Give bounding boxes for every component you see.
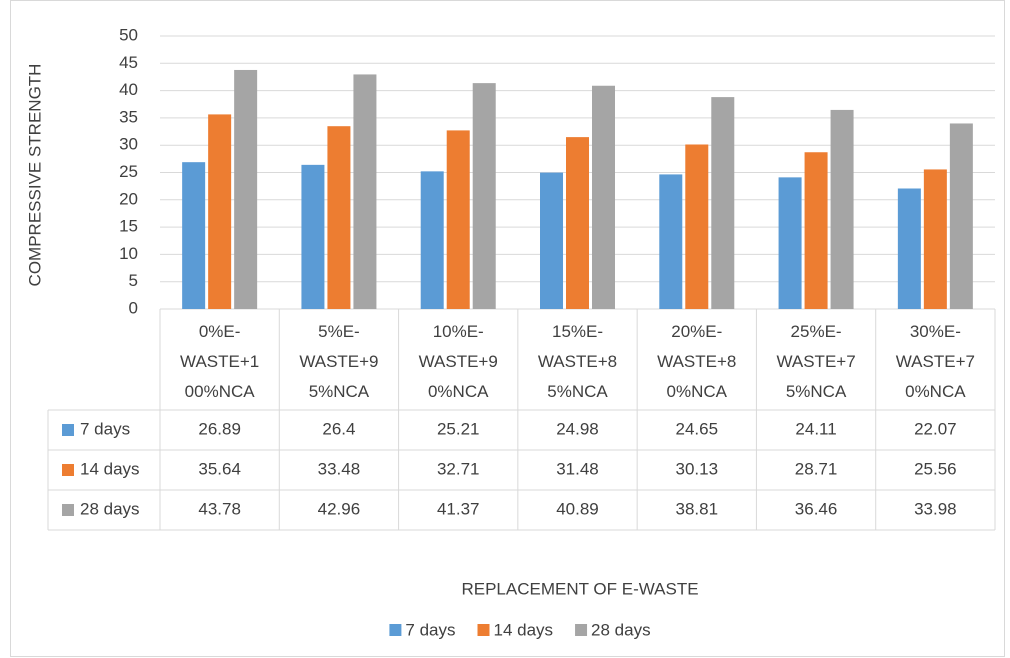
table-cell: 24.65 [676,419,719,438]
bar [540,172,563,309]
legend-label: 14 days [494,620,554,639]
table-cell: 31.48 [556,459,599,478]
bar [446,130,470,309]
table-cell: 33.48 [318,459,361,478]
bar [897,188,921,309]
x-tick-label: 5%E-WASTE+9 5%NCA [299,322,378,401]
chart-frame [10,0,1005,657]
legend-key [575,624,588,636]
y-tick-label: 15 [119,217,138,236]
table-cell: 40.89 [556,499,599,518]
table-cell: 43.78 [198,499,241,518]
bar [711,97,735,309]
y-tick-label: 10 [119,244,138,263]
y-tick-label: 50 [119,25,138,44]
y-tick-label: 25 [119,162,138,181]
table-cell: 38.81 [676,499,719,518]
y-tick-label: 35 [119,107,138,126]
legend-label: 7 days [405,620,455,639]
bar [472,83,496,309]
table-cell: 26.89 [198,419,241,438]
bar [353,74,377,309]
table-cell: 32.71 [437,459,480,478]
table-cell: 41.37 [437,499,480,518]
table-cell: 25.21 [437,419,480,438]
legend-label: 14 days [80,459,140,478]
x-tick-label: 0%E-WASTE+1 00%NCA [180,322,259,401]
legend-label: 28 days [591,620,651,639]
legend-label: 28 days [80,499,140,518]
bar [208,114,232,309]
y-tick-label: 5 [129,271,138,290]
table-cell: 24.11 [795,419,836,438]
x-tick-label: 20%E-WASTE+8 0%NCA [657,322,736,401]
bar [566,137,589,309]
x-tick-label: 30%E-WASTE+7 0%NCA [896,322,975,401]
y-tick-label: 30 [119,135,138,154]
bar [301,164,325,309]
y-tick-label: 40 [119,80,138,99]
y-tick-label: 0 [129,298,138,317]
table-cell: 24.98 [556,419,599,438]
table-cell: 25.56 [914,459,957,478]
bar [659,174,683,309]
table-cell: 22.07 [914,419,957,438]
table-cell: 42.96 [318,499,361,518]
bar [592,85,615,309]
table-cell: 30.13 [676,459,719,478]
table-cell: 36.46 [795,499,838,518]
y-tick-label: 20 [119,189,138,208]
bar [778,177,802,309]
legend-label: 7 days [80,419,130,438]
x-axis-title: REPLACEMENT OF E-WASTE [461,579,698,598]
table-cell: 35.64 [198,459,241,478]
y-axis-title: COMPRESSIVE STRENGTH [25,64,44,287]
y-tick-label: 45 [119,53,138,72]
table-cell: 33.98 [914,499,957,518]
bar [804,152,828,309]
table-cell: 26.4 [322,419,355,438]
legend-key [62,424,74,436]
legend-key [477,624,490,636]
legend-key [62,464,74,476]
bar [420,171,444,309]
bar [182,162,206,309]
table-cell: 28.71 [795,459,838,478]
bar [949,123,973,309]
x-tick-label: 25%E-WASTE+7 5%NCA [776,322,855,401]
bar [923,169,947,309]
bar [830,109,854,309]
x-tick-label: 15%E-WASTE+8 5%NCA [538,322,617,401]
legend-key [62,504,74,516]
legend-key [389,624,402,636]
bar [685,144,709,309]
bar [327,126,351,309]
x-tick-label: 10%E-WASTE+9 0%NCA [419,322,498,401]
bar [234,69,258,309]
